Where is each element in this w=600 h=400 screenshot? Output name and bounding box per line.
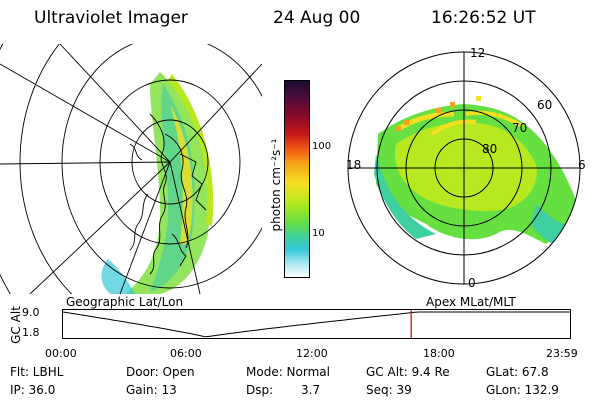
door-info: Door: Open	[126, 365, 195, 379]
intensity-colorbar	[284, 80, 310, 278]
coastlines	[129, 113, 207, 275]
map-graticule	[0, 44, 262, 294]
lat-label-80: 80	[482, 142, 498, 156]
dsp-value: 3.7	[301, 383, 321, 397]
apex-label: Apex MLat/MLT	[426, 295, 516, 309]
y-tick-1.8: 1.8	[22, 326, 40, 339]
geographic-label: Geographic Lat/Lon	[66, 295, 184, 309]
polar-grid	[347, 51, 581, 285]
dsp-label: Dsp:	[246, 383, 274, 397]
aurora-emission-polar	[374, 96, 580, 246]
altitude-curve	[62, 311, 571, 338]
seq-info: Seq: 39	[366, 383, 412, 397]
timeline-frame	[62, 309, 571, 339]
x-tick-0000: 00:00	[45, 347, 77, 360]
mlt-label-6: 6	[578, 158, 586, 172]
polar-plot	[347, 51, 581, 285]
gc-alt-info: GC Alt: 9.4 Re	[366, 365, 450, 379]
y-tick-9: 9.0	[22, 306, 40, 319]
filter-info: Flt: LBHL	[10, 365, 64, 379]
glon-info: GLon: 132.9	[486, 383, 559, 397]
geographic-map	[0, 44, 262, 294]
instrument-title: Ultraviolet Imager	[34, 8, 188, 28]
aurora-emission-geo	[101, 72, 214, 294]
glat-info: GLat: 67.8	[486, 365, 549, 379]
mlt-label-0: 0	[468, 276, 476, 290]
lat-label-70: 70	[512, 121, 528, 135]
x-tick-1800: 18:00	[423, 347, 455, 360]
observation-time: 16:26:52 UT	[431, 8, 536, 28]
ip-info: IP: 36.0	[10, 383, 56, 397]
mlt-label-18: 18	[346, 158, 362, 172]
colorbar-tick-10: 10	[312, 228, 325, 239]
x-tick-2359: 23:59	[546, 347, 578, 360]
colorbar-unit-label: photon cm⁻²s⁻¹	[269, 138, 283, 232]
gain-info: Gain: 13	[126, 383, 177, 397]
mlt-label-12: 12	[470, 46, 486, 60]
colorbar-tick-100: 100	[312, 141, 332, 152]
x-tick-0600: 06:00	[170, 347, 202, 360]
observation-date: 24 Aug 00	[273, 8, 361, 28]
mode-info: Mode: Normal	[246, 365, 330, 379]
altitude-timeline	[62, 309, 571, 339]
gc-alt-axis-title: GC Alt	[9, 306, 23, 344]
x-tick-1200: 12:00	[296, 347, 328, 360]
lat-label-60: 60	[537, 98, 553, 112]
